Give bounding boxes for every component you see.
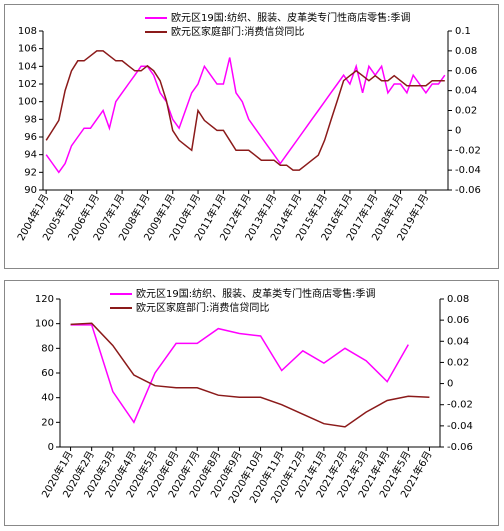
y-tick-label: 96 <box>24 132 37 143</box>
y2-tick-label: 0.1 <box>455 26 471 37</box>
y2-tick-label: 0.08 <box>455 46 477 57</box>
y2-tick-label: 0.02 <box>455 106 477 117</box>
y-tick-label: 60 <box>41 368 54 379</box>
y2-tick-label: 0.04 <box>455 86 477 97</box>
y-tick-label: 102 <box>18 79 37 90</box>
y2-tick-label: -0.04 <box>455 165 481 176</box>
y2-tick-label: -0.06 <box>455 185 481 196</box>
y2-tick-label: 0 <box>447 379 453 390</box>
y-tick-label: 80 <box>41 343 54 354</box>
y2-tick-label: -0.02 <box>455 145 481 156</box>
y-tick-label: 104 <box>18 61 37 72</box>
series-line <box>45 57 446 174</box>
y2-tick-label: -0.02 <box>447 400 473 411</box>
y2-tick-label: 0.02 <box>447 357 469 368</box>
y2-tick-label: 0.08 <box>447 294 469 305</box>
y-tick-label: 20 <box>41 417 54 428</box>
chart-frame <box>4 4 499 269</box>
y-tick-label: 108 <box>18 26 37 37</box>
y2-tick-label: -0.04 <box>447 421 473 432</box>
y-tick-label: 94 <box>24 150 37 161</box>
y-tick-label: 120 <box>35 294 54 305</box>
legend-label: 欧元区家庭部门:消费信贷同比 <box>136 301 269 314</box>
legend-label: 欧元区19国:纺织、服装、皮革类专门性商店零售:季调 <box>171 11 410 24</box>
y-tick-label: 100 <box>35 319 54 330</box>
legend-label: 欧元区19国:纺织、服装、皮革类专门性商店零售:季调 <box>136 287 375 300</box>
y-tick-label: 0 <box>48 442 54 453</box>
y2-tick-label: -0.06 <box>447 442 473 453</box>
series-line <box>70 324 409 424</box>
y-tick-label: 100 <box>18 97 37 108</box>
y-tick-label: 90 <box>24 185 37 196</box>
y-tick-label: 98 <box>24 114 37 125</box>
y-tick-label: 40 <box>41 393 54 404</box>
y2-tick-label: 0.04 <box>447 336 469 347</box>
legend-label: 欧元区家庭部门:消费信贷同比 <box>171 25 304 38</box>
y2-tick-label: 0.06 <box>447 315 469 326</box>
y-tick-label: 106 <box>18 44 37 55</box>
series-line <box>45 50 445 171</box>
y2-tick-label: 0 <box>455 125 461 136</box>
chart-frame <box>4 280 499 526</box>
y-tick-label: 92 <box>24 167 37 178</box>
y2-tick-label: 0.06 <box>455 66 477 77</box>
series-line <box>70 322 430 428</box>
